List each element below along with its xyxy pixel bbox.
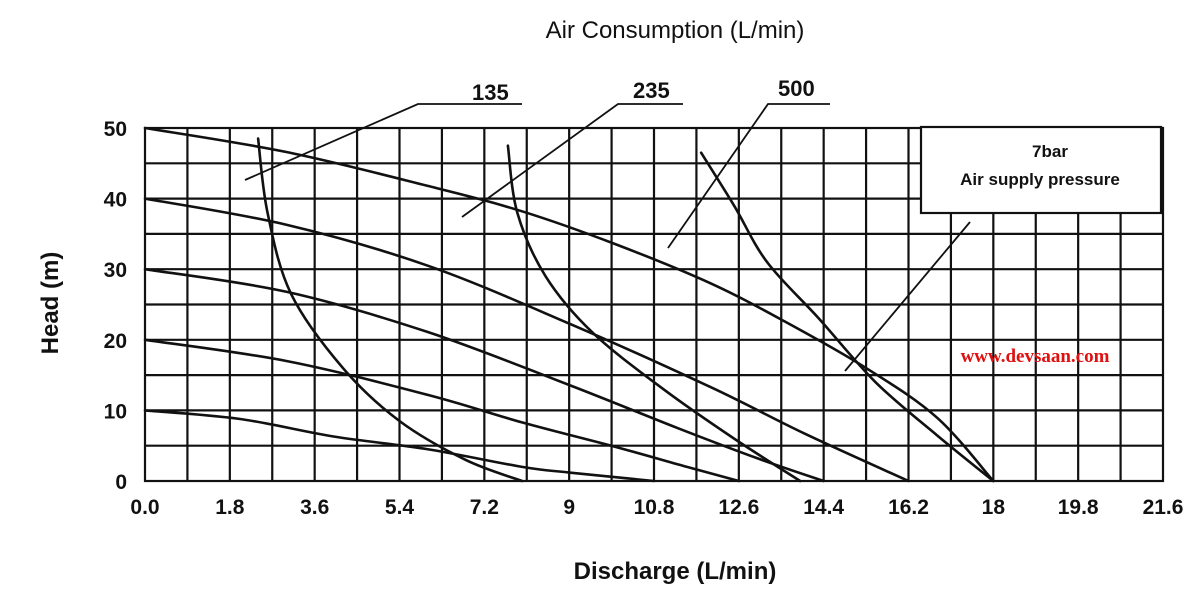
chart-title: Air Consumption (L/min) <box>546 17 805 44</box>
watermark-text: www.devsaan.com <box>961 346 1110 367</box>
leader-lines <box>244 103 971 372</box>
y-tick-label: 0 <box>115 471 127 494</box>
x-tick-label: 1.8 <box>215 496 245 519</box>
leader-line-1 <box>244 103 522 181</box>
x-tick-label: 14.4 <box>803 496 844 519</box>
x-tick-label: 9 <box>563 496 575 519</box>
grid <box>143 126 1165 483</box>
y-tick-label: 40 <box>104 189 127 212</box>
leader-line-2 <box>461 103 683 218</box>
y-tick-label: 10 <box>104 400 127 423</box>
x-axis-label: Discharge (L/min) <box>574 558 777 585</box>
series-line-6 <box>256 137 524 483</box>
x-tick-label: 10.8 <box>634 496 675 519</box>
series-line-4 <box>143 338 741 483</box>
x-tick-label: 5.4 <box>385 496 415 519</box>
y-tick-label: 50 <box>104 118 127 141</box>
y-tick-label: 20 <box>104 330 127 353</box>
x-tick-label: 18 <box>982 496 1006 519</box>
leader-line-4 <box>844 221 971 372</box>
tick-labels: 0.0 1.8 3.6 5.4 7.2 9 10.8 12.6 14.4 16.2 18 19.8 21… <box>104 118 1184 519</box>
x-tick-label: 19.8 <box>1058 496 1099 519</box>
leader-line-3 <box>667 103 830 249</box>
x-tick-label: 0.0 <box>130 496 159 519</box>
x-tick-label: 16.2 <box>888 496 929 519</box>
series-line-7 <box>506 144 802 483</box>
series-line-3 <box>143 267 825 483</box>
curves <box>143 126 995 483</box>
y-tick-label: 30 <box>104 259 127 282</box>
series-line-1 <box>143 126 995 483</box>
y-axis-label: Head (m) <box>37 252 64 355</box>
air-consumption-label-500: 500 <box>778 76 815 101</box>
pressure-note-box <box>919 125 1163 215</box>
air-consumption-label-235: 235 <box>633 78 670 103</box>
x-tick-label: 3.6 <box>300 496 329 519</box>
air-consumption-label-135: 135 <box>472 80 509 105</box>
x-tick-label: 12.6 <box>718 496 759 519</box>
pressure-note-line1: 7bar <box>1032 142 1068 161</box>
series-line-2 <box>143 197 910 483</box>
pressure-note-line2: Air supply pressure <box>960 170 1120 189</box>
x-tick-label: 7.2 <box>470 496 499 519</box>
series-line-8 <box>699 151 995 483</box>
x-tick-label: 21.6 <box>1143 496 1184 519</box>
series-line-5 <box>143 409 656 483</box>
